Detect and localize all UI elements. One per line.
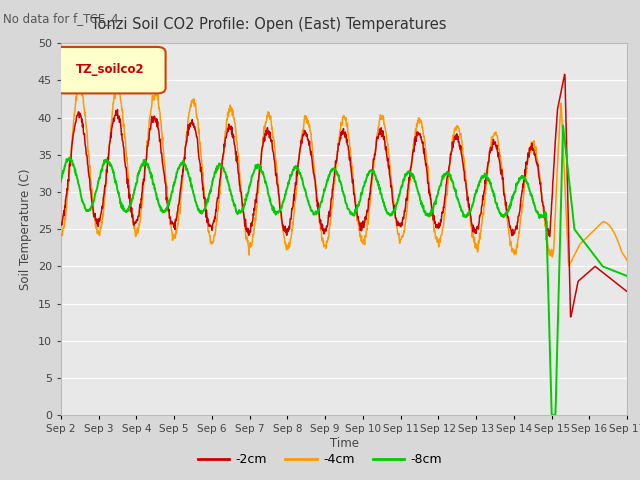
Text: No data for f_TCE_4: No data for f_TCE_4 — [3, 12, 119, 25]
Text: TZ_soilco2: TZ_soilco2 — [76, 63, 145, 76]
X-axis label: Time: Time — [330, 437, 358, 450]
Y-axis label: Soil Temperature (C): Soil Temperature (C) — [19, 168, 32, 290]
FancyBboxPatch shape — [55, 47, 166, 94]
Text: Tonzi Soil CO2 Profile: Open (East) Temperatures: Tonzi Soil CO2 Profile: Open (East) Temp… — [91, 17, 447, 32]
Legend: -2cm, -4cm, -8cm: -2cm, -4cm, -8cm — [193, 448, 447, 471]
